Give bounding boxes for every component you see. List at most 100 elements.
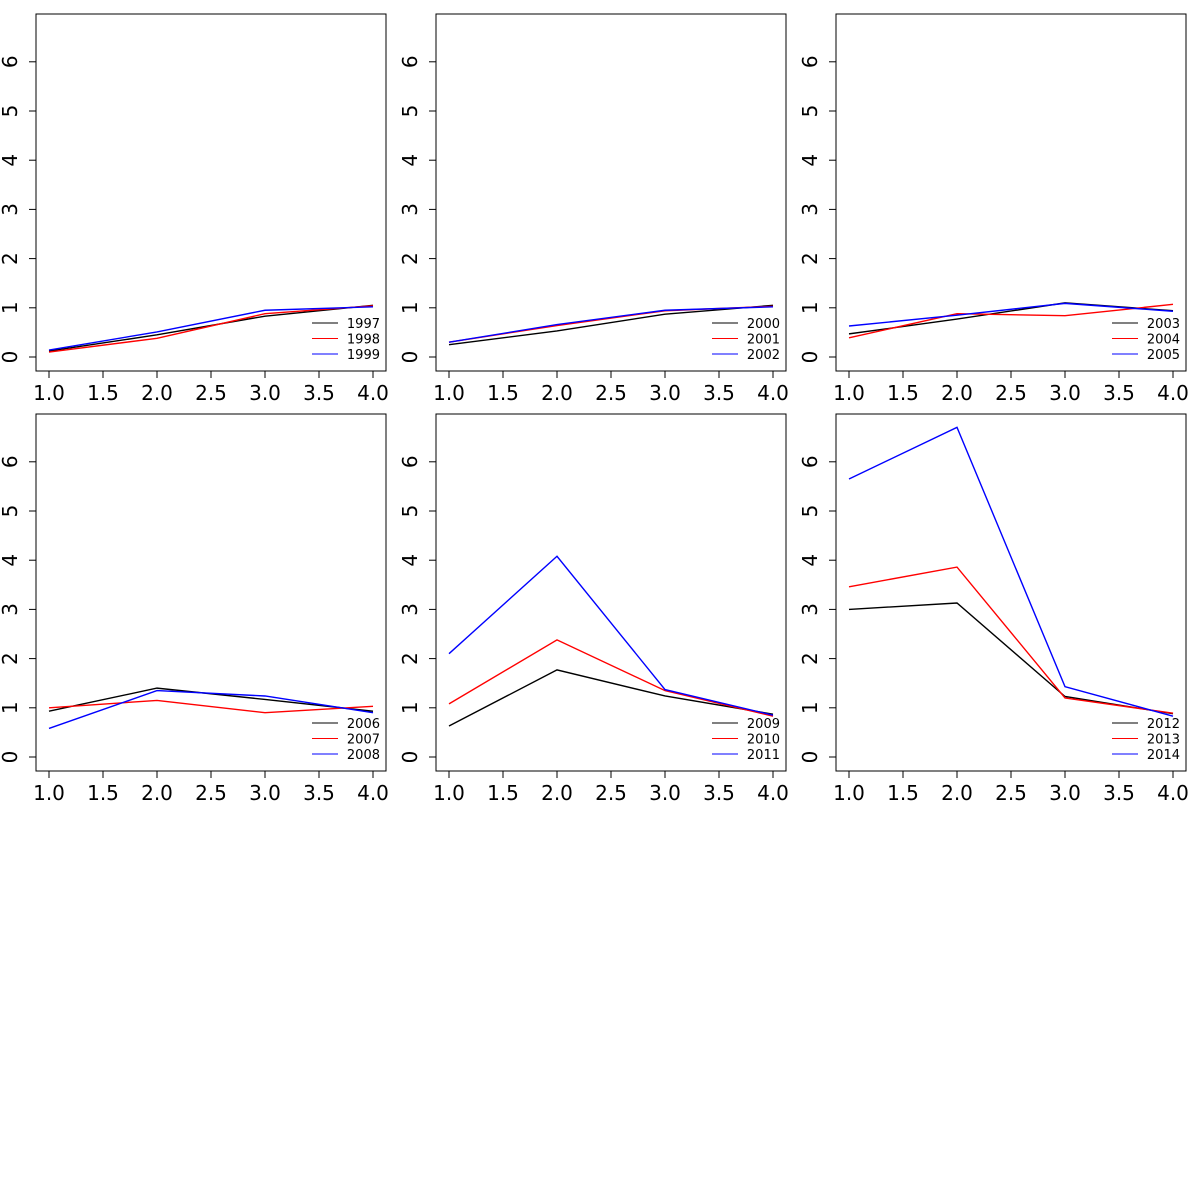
legend-label: 1999 xyxy=(347,348,380,363)
y-tick-label: 4 xyxy=(798,554,822,567)
legend-label: 2008 xyxy=(347,748,380,763)
x-tick-label: 1.5 xyxy=(487,781,519,805)
y-tick-label: 6 xyxy=(398,55,422,68)
legend-label: 2000 xyxy=(747,317,780,332)
y-tick-label: 4 xyxy=(398,554,422,567)
y-tick-label: 3 xyxy=(0,603,22,616)
legend-label: 2006 xyxy=(347,717,380,732)
y-tick-label: 4 xyxy=(0,154,22,167)
x-tick-label: 1.5 xyxy=(887,781,919,805)
series-line-1998 xyxy=(48,305,374,353)
y-tick-label: 3 xyxy=(798,203,822,216)
y-tick-label: 6 xyxy=(798,455,822,468)
y-tick-label: 0 xyxy=(0,751,22,764)
y-tick-label: 4 xyxy=(0,554,22,567)
series-line-1997 xyxy=(48,304,374,352)
x-tick-label: 3.5 xyxy=(303,381,335,405)
legend-label: 2013 xyxy=(1147,733,1180,748)
x-tick-label: 3.5 xyxy=(1103,781,1135,805)
y-tick-label: 0 xyxy=(398,751,422,764)
y-tick-label: 0 xyxy=(398,351,422,364)
series-line-1999 xyxy=(48,306,374,351)
x-tick-label: 3.0 xyxy=(1049,781,1081,805)
x-tick-label: 1.0 xyxy=(33,381,65,405)
x-tick-label: 4.0 xyxy=(1157,381,1189,405)
series-line-2002 xyxy=(448,306,774,343)
x-tick-label: 1.0 xyxy=(433,781,465,805)
y-tick-label: 0 xyxy=(798,351,822,364)
plot-frame xyxy=(835,413,1187,772)
y-tick-label: 6 xyxy=(0,55,22,68)
series-line-2008 xyxy=(48,689,374,730)
y-tick-label: 2 xyxy=(0,252,22,265)
x-tick-label: 3.0 xyxy=(249,781,281,805)
x-tick-label: 1.5 xyxy=(87,381,119,405)
x-tick-label: 2.0 xyxy=(141,781,173,805)
legend-label: 2003 xyxy=(1147,317,1180,332)
x-tick-label: 1.0 xyxy=(833,381,865,405)
y-tick-label: 5 xyxy=(398,505,422,518)
series-line-2007 xyxy=(48,699,374,714)
y-tick-label: 6 xyxy=(798,55,822,68)
y-tick-label: 5 xyxy=(398,105,422,118)
y-tick-label: 0 xyxy=(798,751,822,764)
y-tick-label: 5 xyxy=(0,105,22,118)
legend-label: 2011 xyxy=(747,748,780,763)
y-tick-label: 1 xyxy=(798,701,822,714)
x-tick-label: 1.5 xyxy=(887,381,919,405)
x-tick-label: 3.5 xyxy=(303,781,335,805)
legend-label: 2012 xyxy=(1147,717,1180,732)
y-tick-label: 1 xyxy=(398,301,422,314)
legend-label: 2002 xyxy=(747,348,780,363)
x-tick-label: 1.0 xyxy=(433,381,465,405)
x-tick-label: 2.0 xyxy=(941,781,973,805)
series-line-2010 xyxy=(448,639,774,717)
series-line-2001 xyxy=(448,305,774,343)
y-tick-label: 5 xyxy=(798,505,822,518)
x-tick-label: 2.5 xyxy=(595,781,627,805)
y-tick-label: 6 xyxy=(398,455,422,468)
x-tick-label: 3.0 xyxy=(649,381,681,405)
legend-label: 1997 xyxy=(347,317,380,332)
series-line-2014 xyxy=(848,426,1174,717)
y-tick-label: 4 xyxy=(398,154,422,167)
x-tick-label: 1.0 xyxy=(33,781,65,805)
legend-label: 2005 xyxy=(1147,348,1180,363)
x-tick-label: 3.5 xyxy=(703,781,735,805)
plot-frame xyxy=(35,13,387,372)
x-tick-label: 2.5 xyxy=(995,381,1027,405)
x-tick-label: 2.5 xyxy=(195,381,227,405)
x-tick-label: 2.5 xyxy=(595,381,627,405)
x-tick-label: 4.0 xyxy=(357,381,389,405)
x-tick-label: 2.0 xyxy=(941,381,973,405)
series-line-2013 xyxy=(848,566,1174,714)
x-tick-label: 4.0 xyxy=(757,781,789,805)
y-tick-label: 1 xyxy=(798,301,822,314)
series-line-2004 xyxy=(848,303,1174,339)
y-tick-label: 1 xyxy=(0,301,22,314)
series-line-2006 xyxy=(48,687,374,712)
y-tick-label: 4 xyxy=(798,154,822,167)
y-tick-label: 2 xyxy=(798,252,822,265)
plot-frame xyxy=(835,13,1187,372)
x-tick-label: 2.0 xyxy=(141,381,173,405)
x-tick-label: 2.5 xyxy=(195,781,227,805)
legend-label: 2009 xyxy=(747,717,780,732)
x-tick-label: 3.0 xyxy=(649,781,681,805)
y-tick-label: 3 xyxy=(398,603,422,616)
y-tick-label: 2 xyxy=(798,652,822,665)
x-tick-label: 2.5 xyxy=(995,781,1027,805)
legend-label: 1998 xyxy=(347,333,380,348)
